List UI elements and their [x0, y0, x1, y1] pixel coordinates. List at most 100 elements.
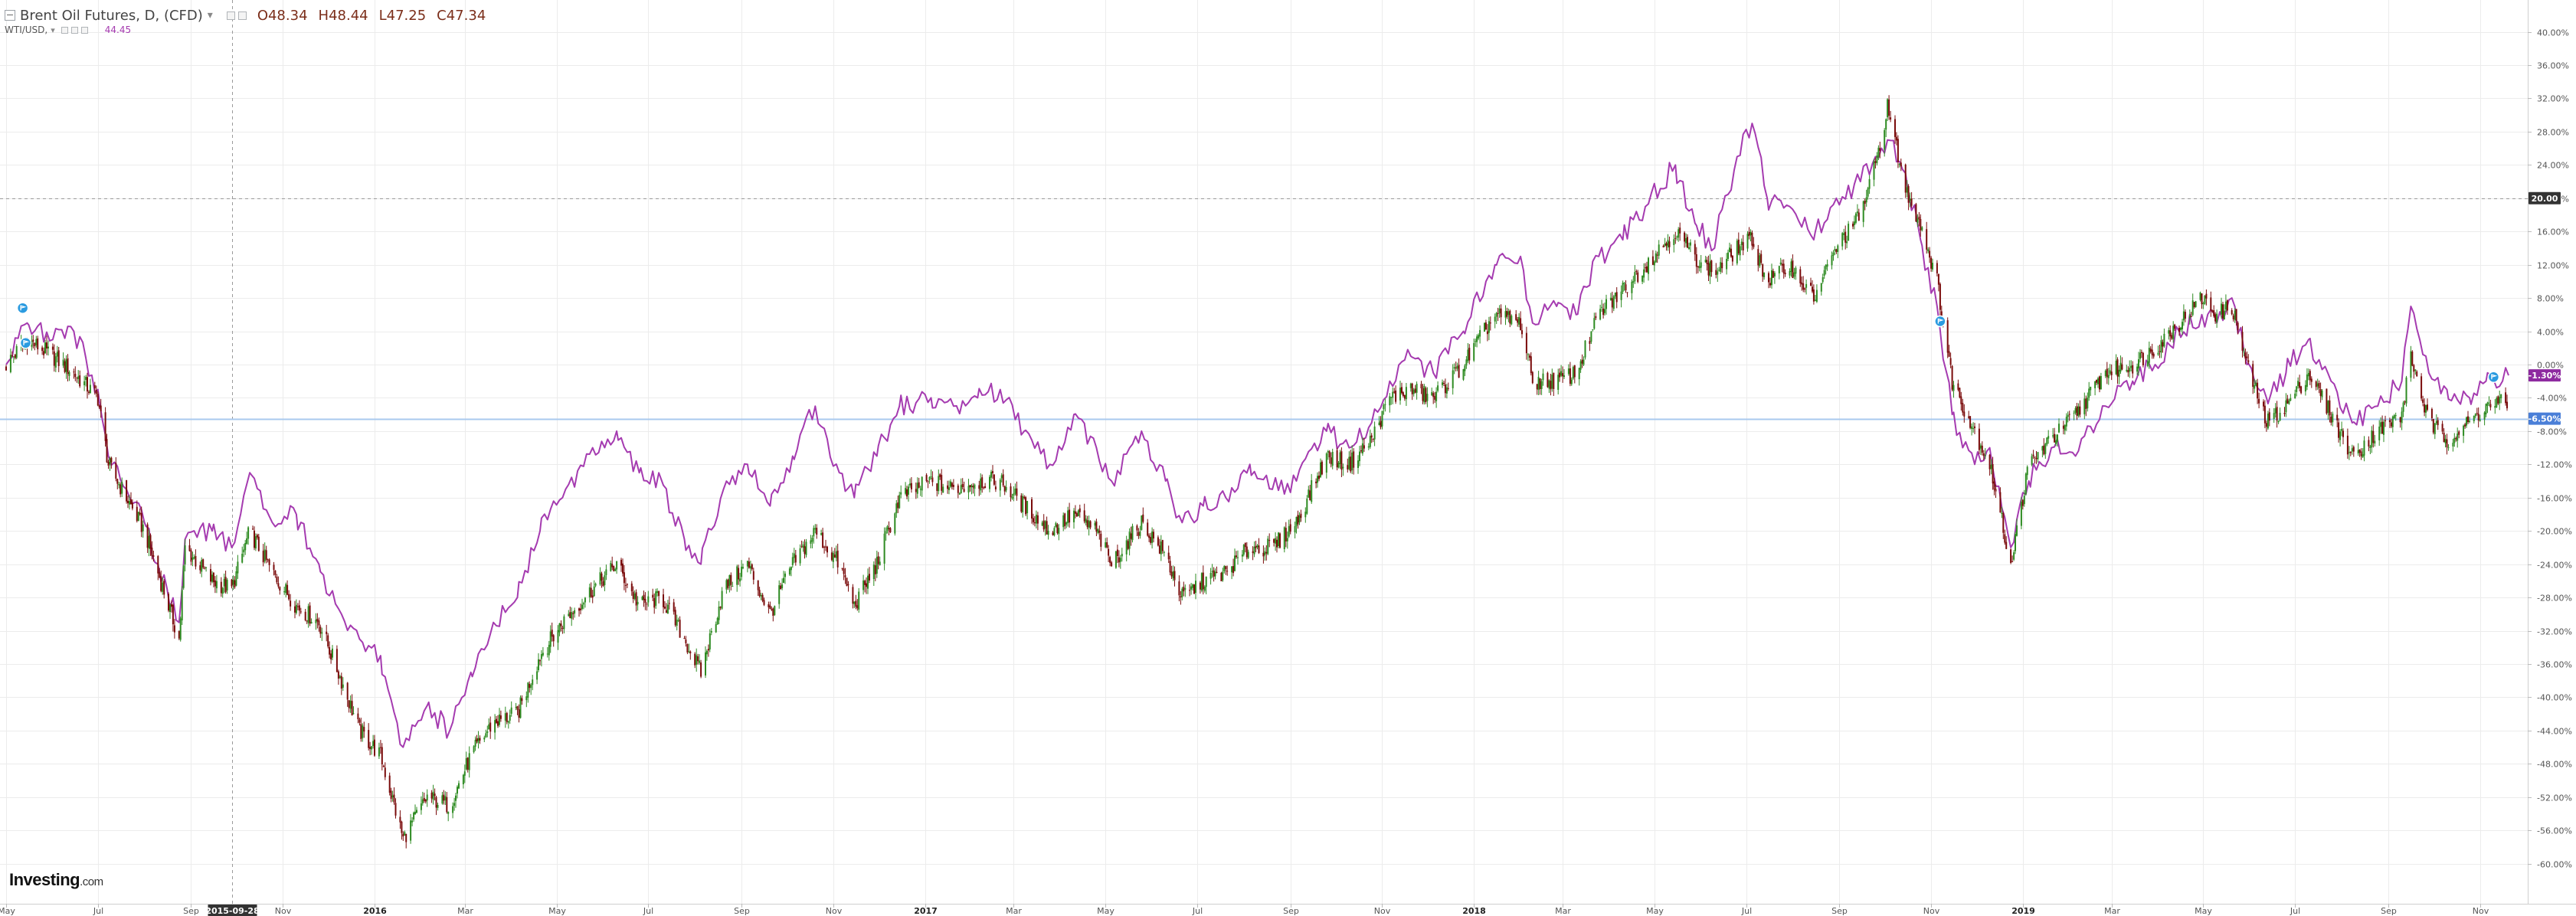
- candle-up: [421, 799, 424, 803]
- candle-up: [1399, 388, 1401, 401]
- candle-down: [327, 635, 329, 646]
- candle-down: [2476, 413, 2478, 414]
- candle-down: [1694, 244, 1696, 255]
- investing-logo[interactable]: Investing.com: [9, 870, 103, 890]
- candle-up: [486, 731, 489, 734]
- candle-up: [2457, 433, 2459, 441]
- candle-up: [1139, 531, 1141, 536]
- candle-down: [1929, 250, 1931, 258]
- candle-up: [2016, 525, 2018, 536]
- candle-down: [2411, 352, 2414, 366]
- x-tick-label: Nov: [275, 906, 292, 916]
- compare-series-title[interactable]: WTI/USD,: [5, 25, 48, 35]
- candle-up: [310, 622, 313, 623]
- candle-down: [1525, 332, 1527, 354]
- candle-down: [969, 485, 971, 488]
- candle-down: [2424, 404, 2426, 413]
- price-axis[interactable]: 40.00%36.00%32.00%28.00%24.00%20.00%16.0…: [2528, 28, 2572, 870]
- candle-down: [1109, 557, 1111, 563]
- chevron-down-icon[interactable]: ▾: [207, 9, 213, 21]
- time-axis[interactable]: May Jul Sep Nov 2016 Mar May Jul Sep Nov 2017 Mar Ma…: [0, 904, 2489, 916]
- candle-down: [1962, 403, 1964, 413]
- candle-up: [2182, 311, 2185, 321]
- candle-down: [663, 594, 664, 607]
- event-marker-icon[interactable]: [1934, 315, 1946, 328]
- candle-up: [12, 356, 15, 358]
- candle-down: [2505, 392, 2507, 404]
- candle-up: [1736, 240, 1738, 263]
- candle-down: [1645, 267, 1646, 269]
- candle-up: [950, 481, 951, 487]
- x-tick-label: Mar: [1006, 906, 1022, 916]
- candle-up: [1971, 426, 1973, 429]
- candle-down: [1963, 411, 1966, 417]
- event-marker-icon[interactable]: [19, 337, 32, 349]
- chevron-down-icon[interactable]: ▾: [51, 25, 55, 35]
- candle-down: [1731, 255, 1733, 262]
- candle-down: [1273, 538, 1275, 543]
- candle-down: [306, 620, 308, 622]
- collapse-icon[interactable]: [5, 10, 15, 21]
- candle-up: [2015, 534, 2016, 551]
- x-tick-label: 2017: [914, 906, 938, 916]
- candle-down: [1781, 263, 1783, 266]
- candle-up: [181, 590, 183, 620]
- settings-icon[interactable]: [237, 11, 247, 20]
- candle-up: [1793, 272, 1795, 277]
- candle-up: [465, 757, 467, 770]
- candle-up: [1264, 551, 1266, 555]
- event-marker-icon[interactable]: [2487, 371, 2500, 384]
- candle-up: [1873, 161, 1875, 180]
- candle-up: [1667, 240, 1669, 248]
- candle-down: [2349, 451, 2352, 453]
- candle-down: [686, 643, 689, 653]
- candle-up: [1452, 370, 1454, 388]
- plot-area[interactable]: [0, 0, 2528, 904]
- candle-down: [961, 484, 964, 487]
- candle-up: [656, 590, 659, 594]
- candle-up: [1000, 475, 1003, 479]
- candle-down: [1602, 308, 1605, 316]
- main-series-title[interactable]: Brent Oil Futures, D, (CFD): [20, 7, 203, 24]
- candle-up: [1317, 476, 1318, 483]
- reference-lines: [0, 0, 2528, 904]
- x-tick-label: 2016: [363, 906, 387, 916]
- y-tick-label: -4.00%: [2537, 394, 2567, 404]
- candle-down: [136, 506, 138, 522]
- event-markers[interactable]: [16, 302, 2500, 384]
- candle-down: [1506, 311, 1508, 317]
- candle-up: [85, 377, 87, 380]
- candle-down: [110, 457, 113, 463]
- candle-up: [56, 352, 58, 357]
- candle-down: [983, 487, 985, 489]
- visibility-toggle-icon[interactable]: [226, 11, 235, 20]
- candle-up: [1563, 375, 1565, 378]
- candle-down: [2011, 561, 2014, 563]
- candle-up: [741, 566, 743, 577]
- candle-up: [2104, 370, 2106, 377]
- y-tick-label: -48.00%: [2537, 760, 2572, 770]
- candle-up: [1673, 239, 1675, 245]
- candle-up: [378, 747, 380, 757]
- candle-down: [2210, 297, 2212, 311]
- candle-down: [2062, 425, 2064, 429]
- compare-series-legend: WTI/USD, ▾ 44.45: [5, 23, 131, 37]
- candle-up: [2414, 369, 2417, 371]
- candle-up: [1361, 443, 1363, 453]
- settings-icon[interactable]: [70, 26, 78, 34]
- remove-series-icon[interactable]: [80, 26, 88, 34]
- x-tick-label: Nov: [1374, 906, 1391, 916]
- candle-down: [32, 339, 34, 342]
- event-marker-icon[interactable]: [16, 302, 29, 314]
- candle-up: [295, 604, 297, 613]
- candle-up: [2357, 450, 2359, 454]
- candle-down: [843, 568, 845, 574]
- visibility-toggle-icon[interactable]: [61, 26, 68, 34]
- candle-up: [2369, 446, 2371, 448]
- candle-down: [499, 715, 502, 719]
- candle-up: [967, 486, 970, 493]
- candle-up: [2013, 552, 2015, 560]
- candle-down: [2446, 439, 2448, 447]
- candle-down: [1858, 212, 1860, 221]
